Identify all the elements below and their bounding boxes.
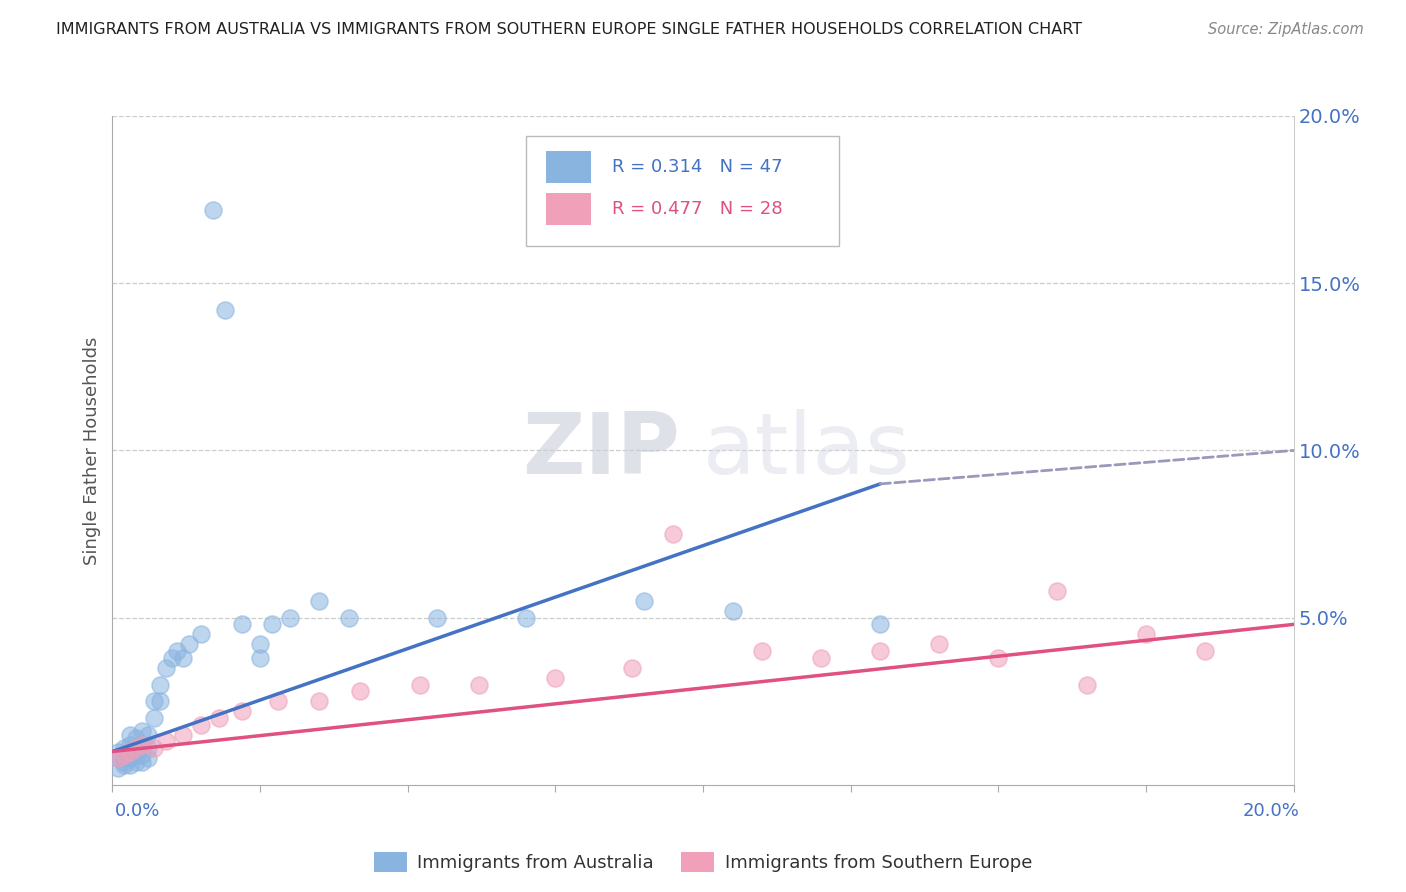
Point: [190, 627, 212, 641]
Point: [142, 694, 165, 708]
Legend: Immigrants from Australia, Immigrants from Southern Europe: Immigrants from Australia, Immigrants fr…: [367, 845, 1039, 880]
Text: 20.0%: 20.0%: [1243, 802, 1299, 820]
Point: [136, 741, 159, 756]
Point: [149, 678, 172, 692]
FancyBboxPatch shape: [526, 136, 839, 246]
Point: [869, 644, 891, 658]
Point: [120, 744, 142, 758]
Point: [107, 744, 129, 758]
Point: [231, 617, 253, 632]
Point: [120, 744, 142, 758]
Point: [172, 728, 194, 742]
Point: [662, 527, 685, 541]
Text: atlas: atlas: [703, 409, 911, 492]
Text: Source: ZipAtlas.com: Source: ZipAtlas.com: [1208, 22, 1364, 37]
Point: [249, 637, 271, 651]
Point: [201, 202, 224, 217]
Point: [112, 755, 135, 769]
Point: [231, 705, 253, 719]
Point: [179, 637, 201, 651]
Bar: [546, 193, 591, 225]
Text: R = 0.314   N = 47: R = 0.314 N = 47: [612, 158, 783, 176]
Point: [131, 747, 153, 762]
Point: [1046, 583, 1069, 598]
Point: [125, 741, 148, 756]
Text: ZIP: ZIP: [522, 409, 679, 492]
Point: [260, 617, 283, 632]
Point: [810, 651, 832, 665]
Point: [349, 684, 371, 698]
Point: [120, 751, 142, 765]
Point: [408, 678, 430, 692]
Point: [125, 731, 148, 746]
Point: [125, 747, 148, 762]
Point: [172, 651, 194, 665]
Point: [131, 738, 153, 752]
Point: [621, 661, 644, 675]
Point: [149, 694, 172, 708]
Point: [1076, 678, 1098, 692]
Point: [136, 728, 159, 742]
Point: [249, 651, 271, 665]
Point: [120, 758, 142, 772]
Point: [155, 734, 177, 748]
Point: [1135, 627, 1157, 641]
Point: [208, 711, 231, 725]
Point: [869, 617, 891, 632]
Point: [142, 711, 165, 725]
Point: [928, 637, 950, 651]
Point: [131, 724, 153, 739]
Point: [426, 611, 449, 625]
Y-axis label: Single Father Households: Single Father Households: [83, 336, 101, 565]
Point: [107, 751, 129, 765]
Point: [1194, 644, 1216, 658]
Point: [308, 594, 330, 608]
Point: [125, 755, 148, 769]
Text: 0.0%: 0.0%: [115, 802, 160, 820]
Point: [136, 751, 159, 765]
Point: [160, 651, 183, 665]
Point: [633, 594, 655, 608]
Point: [131, 738, 153, 752]
Point: [125, 741, 148, 756]
Point: [278, 611, 301, 625]
Text: IMMIGRANTS FROM AUSTRALIA VS IMMIGRANTS FROM SOUTHERN EUROPE SINGLE FATHER HOUSE: IMMIGRANTS FROM AUSTRALIA VS IMMIGRANTS …: [56, 22, 1083, 37]
Point: [308, 694, 330, 708]
Point: [107, 751, 129, 765]
Point: [987, 651, 1010, 665]
Point: [544, 671, 567, 685]
Point: [337, 611, 360, 625]
Point: [721, 604, 744, 618]
Point: [155, 661, 177, 675]
Text: R = 0.477   N = 28: R = 0.477 N = 28: [612, 200, 783, 218]
Point: [120, 728, 142, 742]
Point: [190, 717, 212, 731]
Point: [112, 747, 135, 762]
Point: [112, 758, 135, 772]
Point: [112, 747, 135, 762]
Bar: [546, 151, 591, 183]
Point: [214, 303, 236, 318]
Point: [467, 678, 489, 692]
Point: [107, 761, 129, 775]
Point: [142, 741, 165, 756]
Point: [112, 741, 135, 756]
Point: [166, 644, 188, 658]
Point: [120, 738, 142, 752]
Point: [515, 611, 537, 625]
Point: [267, 694, 290, 708]
Point: [131, 755, 153, 769]
Point: [751, 644, 773, 658]
